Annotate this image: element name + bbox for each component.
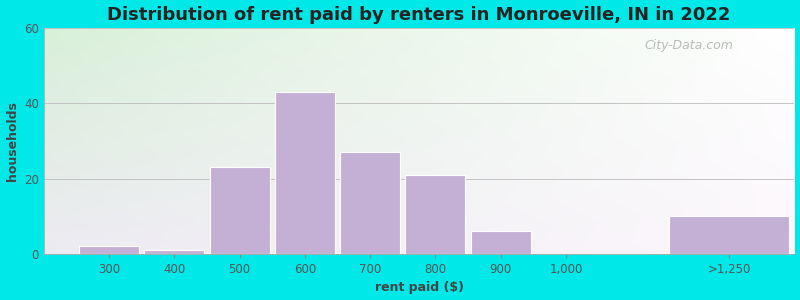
- Bar: [144, 250, 205, 254]
- Bar: [340, 152, 400, 254]
- Bar: [406, 175, 466, 254]
- Y-axis label: households: households: [6, 101, 18, 181]
- Bar: [79, 246, 139, 254]
- Bar: [210, 167, 270, 254]
- Text: City-Data.com: City-Data.com: [644, 39, 734, 52]
- Title: Distribution of rent paid by renters in Monroeville, IN in 2022: Distribution of rent paid by renters in …: [107, 6, 731, 24]
- X-axis label: rent paid ($): rent paid ($): [374, 281, 464, 294]
- Bar: [669, 216, 790, 254]
- Bar: [275, 92, 335, 254]
- Bar: [470, 231, 530, 254]
